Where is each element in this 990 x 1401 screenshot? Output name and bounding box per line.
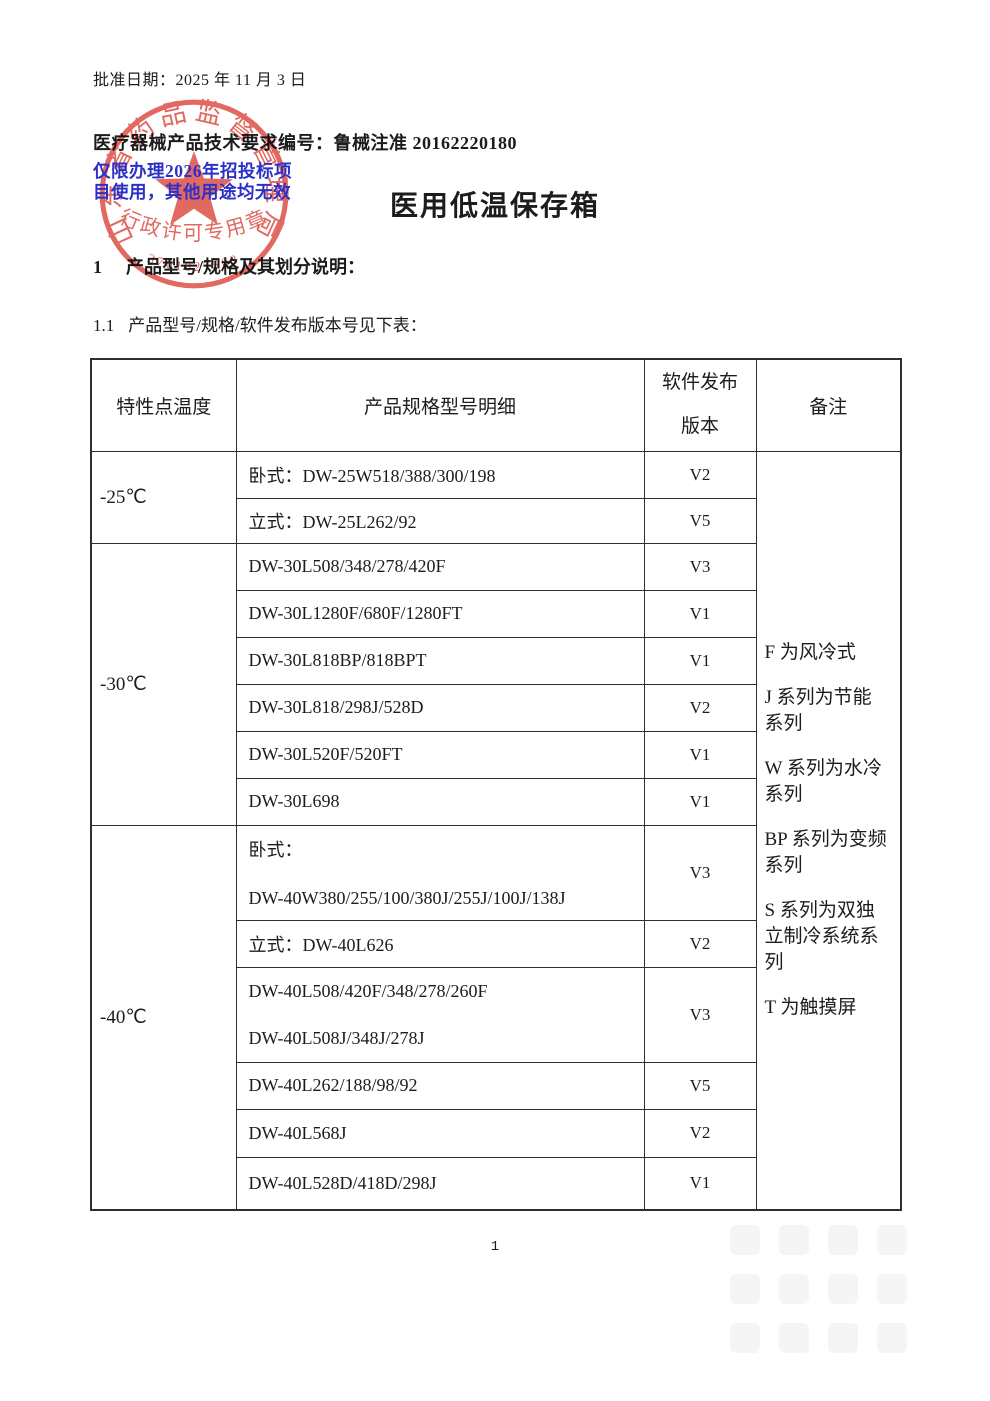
model-cell: DW-30L520F/520FT xyxy=(235,730,645,779)
model-line2: DW-40L508J/348J/278J xyxy=(248,1027,425,1048)
version-cell: V3 xyxy=(643,824,757,921)
model-cell: 卧式：DW-25W518/388/300/198 xyxy=(235,450,645,499)
watermark-block xyxy=(877,1225,907,1255)
model-cell: DW-40L262/188/98/92 xyxy=(235,1061,645,1110)
model-line1: 卧式： xyxy=(248,840,303,860)
watermark-block xyxy=(828,1274,858,1304)
section-number: 1 xyxy=(93,257,102,277)
temp-cell: -25℃ xyxy=(90,450,237,544)
remark-cell: F 为风冷式 J 系列为节能 系列 W 系列为水冷 系列 BP 系列为变频 系列… xyxy=(755,450,902,1211)
watermark-ghost-grid xyxy=(730,1225,907,1353)
watermark-block xyxy=(779,1225,809,1255)
header-remark: 备注 xyxy=(755,358,902,452)
watermark-block xyxy=(828,1323,858,1353)
model-cell: DW-30L1280F/680F/1280FT xyxy=(235,589,645,638)
table-row: DW-40L508/420F/348/278/260F DW-40L508J/3… xyxy=(91,966,901,1063)
version-cell: V2 xyxy=(643,1108,757,1158)
watermark-block xyxy=(877,1323,907,1353)
model-cell: DW-30L698 xyxy=(235,777,645,826)
model-cell: DW-30L818/298J/528D xyxy=(235,683,645,732)
header-software-version: 软件发布 版本 xyxy=(643,358,757,452)
approval-date: 批准日期：2025 年 11 月 3 日 xyxy=(93,72,307,89)
remark-line: J 系列为节能 xyxy=(764,686,872,708)
remark-line: BP 系列为变频 xyxy=(764,828,887,850)
page-title: 医用低温保存箱 xyxy=(389,191,600,222)
model-line2: DW-40W380/255/100/380J/255J/100J/138J xyxy=(248,888,566,908)
version-cell: V5 xyxy=(643,1061,757,1110)
version-cell: V1 xyxy=(643,589,757,638)
temp-cell: -40℃ xyxy=(90,824,237,1211)
header-software-line2: 版本 xyxy=(680,416,719,438)
watermark-block xyxy=(730,1274,760,1304)
watermark-block xyxy=(779,1274,809,1304)
remark-line: 系列 xyxy=(764,712,803,734)
model-cell: 卧式： DW-40W380/255/100/380J/255J/100J/138… xyxy=(235,824,645,921)
usage-restriction-line1: 仅限办理2026年招投标项 xyxy=(93,161,292,181)
remark-line: F 为风冷式 xyxy=(764,641,856,663)
spec-table: 特性点温度 产品规格型号明细 软件发布 版本 备注 -25℃ 卧式：DW-25W… xyxy=(90,358,902,1211)
remark-line: 立制冷系统系 xyxy=(764,925,879,947)
table-row: DW-30L818/298J/528D V2 xyxy=(91,683,901,732)
version-cell: V2 xyxy=(643,450,757,499)
usage-restriction-note: 仅限办理2026年招投标项 目使用，其他用途均无效 xyxy=(93,161,292,203)
model-cell: 立式：DW-40L626 xyxy=(235,919,645,968)
remark-line: 系列 xyxy=(764,783,803,805)
version-cell: V1 xyxy=(643,1156,757,1211)
header-model-detail: 产品规格型号明细 xyxy=(235,358,645,452)
table-row: 立式：DW-40L626 V2 xyxy=(91,919,901,968)
section-title: 产品型号/规格及其划分说明： xyxy=(126,257,365,277)
version-cell: V1 xyxy=(643,730,757,779)
table-row: -30℃ DW-30L508/348/278/420F V3 xyxy=(90,542,901,826)
subsection-number: 1.1 xyxy=(93,316,115,335)
temp-cell: -30℃ xyxy=(90,542,237,826)
remark-line: 列 xyxy=(764,951,784,973)
header-temperature: 特性点温度 xyxy=(90,358,237,452)
page-number: 1 xyxy=(490,1239,500,1255)
remark-line: W 系列为水冷 xyxy=(764,757,882,779)
remark-line: 系列 xyxy=(764,854,803,876)
subsection-title: 产品型号/规格/软件发布版本号见下表： xyxy=(128,316,427,335)
watermark-block xyxy=(730,1323,760,1353)
watermark-block xyxy=(779,1323,809,1353)
version-cell: V1 xyxy=(643,777,757,826)
model-cell: DW-40L568J xyxy=(235,1108,645,1158)
model-cell: DW-30L818BP/818BPT xyxy=(235,636,645,685)
table-row: -40℃ 卧式： DW-40W380/255/100/380J/255J/100… xyxy=(90,824,901,1211)
header-software-line1: 软件发布 xyxy=(661,372,738,394)
version-cell: V2 xyxy=(643,919,757,968)
table-row: 立式：DW-25L262/92 V5 xyxy=(91,497,901,544)
model-cell: DW-40L528D/418D/298J xyxy=(235,1156,645,1211)
remark-line: S 系列为双独 xyxy=(764,899,875,921)
watermark-block xyxy=(730,1225,760,1255)
section-heading-1-1: 1.1 产品型号/规格/软件发布版本号见下表： xyxy=(93,311,427,336)
table-row: DW-30L818BP/818BPT V1 xyxy=(91,636,901,685)
table-row: DW-30L520F/520FT V1 xyxy=(91,730,901,779)
table-row: DW-30L698 V1 xyxy=(91,777,901,826)
model-cell: DW-40L508/420F/348/278/260F DW-40L508J/3… xyxy=(235,966,645,1063)
version-cell: V3 xyxy=(643,966,757,1063)
table-row: -25℃ 卧式：DW-25W518/388/300/198 V2 F 为风冷式 … xyxy=(90,450,902,1211)
table-row: DW-40L528D/418D/298J V1 xyxy=(91,1156,901,1211)
watermark-block xyxy=(877,1274,907,1304)
table-row: DW-40L568J V2 xyxy=(91,1108,901,1158)
version-cell: V2 xyxy=(643,683,757,732)
table-header-row: 特性点温度 产品规格型号明细 软件发布 版本 备注 xyxy=(90,358,902,452)
version-cell: V5 xyxy=(643,497,757,544)
version-cell: V1 xyxy=(643,636,757,685)
model-line1: DW-40L508/420F/348/278/260F xyxy=(248,980,488,1001)
doc-number: 医疗器械产品技术要求编号：鲁械注准 20162220180 xyxy=(93,133,517,153)
remark-line: T 为触摸屏 xyxy=(764,996,857,1018)
model-cell: DW-30L508/348/278/420F xyxy=(235,542,645,591)
model-cell: 立式：DW-25L262/92 xyxy=(235,497,645,544)
usage-restriction-line2: 目使用，其他用途均无效 xyxy=(93,182,291,202)
watermark-block xyxy=(828,1225,858,1255)
version-cell: V3 xyxy=(643,542,757,591)
section-heading-1: 1 产品型号/规格及其划分说明： xyxy=(93,253,365,279)
table-row: DW-30L1280F/680F/1280FT V1 xyxy=(91,589,901,638)
